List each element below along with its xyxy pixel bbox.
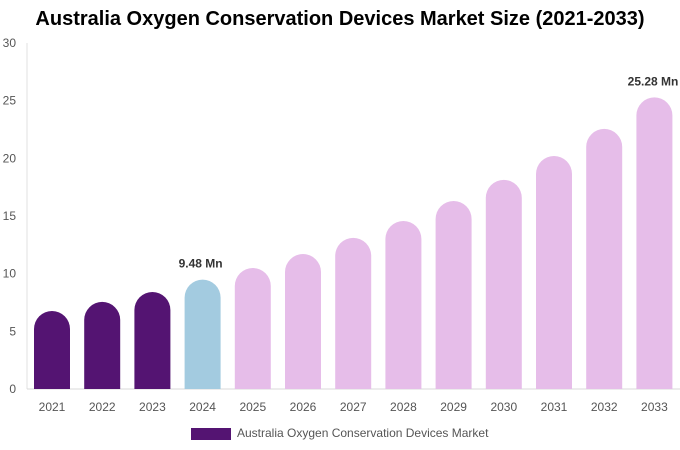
x-tick-label: 2021 [39,400,66,414]
y-tick-label: 5 [9,324,16,338]
legend-label: Australia Oxygen Conservation Devices Ma… [237,426,489,440]
bar-2031 [536,156,572,389]
legend-swatch [191,428,231,440]
data-label: 25.28 Mn [628,74,679,88]
x-tick-label: 2024 [189,400,216,414]
x-tick-label: 2023 [139,400,166,414]
data-label: 9.48 Mn [179,257,223,271]
x-tick-label: 2025 [239,400,266,414]
bar-2025 [234,268,271,389]
bar-2029 [435,201,472,389]
bar-2022 [84,301,121,389]
x-tick-label: 2028 [390,400,417,414]
y-tick-label: 15 [3,209,17,223]
bar-2021 [34,311,70,389]
x-tick-label: 2031 [541,400,568,414]
bar-2027 [335,237,372,389]
x-tick-label: 2033 [641,400,668,414]
chart-title: Australia Oxygen Conservation Devices Ma… [35,8,645,30]
x-tick-label: 2030 [490,400,517,414]
x-tick-label: 2032 [591,400,618,414]
bar-2024 [184,279,221,389]
bar-2028 [385,220,422,389]
y-tick-label: 10 [3,267,17,281]
bar-2023 [134,292,171,389]
y-tick-label: 0 [9,382,16,396]
y-tick-label: 30 [3,36,17,50]
bar-2030 [485,179,522,389]
bar-2026 [285,254,321,389]
x-tick-label: 2027 [340,400,367,414]
x-tick-label: 2026 [290,400,317,414]
y-tick-label: 20 [3,151,17,165]
bar-2033 [636,97,673,390]
x-tick-label: 2022 [89,400,116,414]
x-tick-label: 2029 [440,400,467,414]
y-tick-label: 25 [3,94,17,108]
bar-2032 [586,128,623,389]
